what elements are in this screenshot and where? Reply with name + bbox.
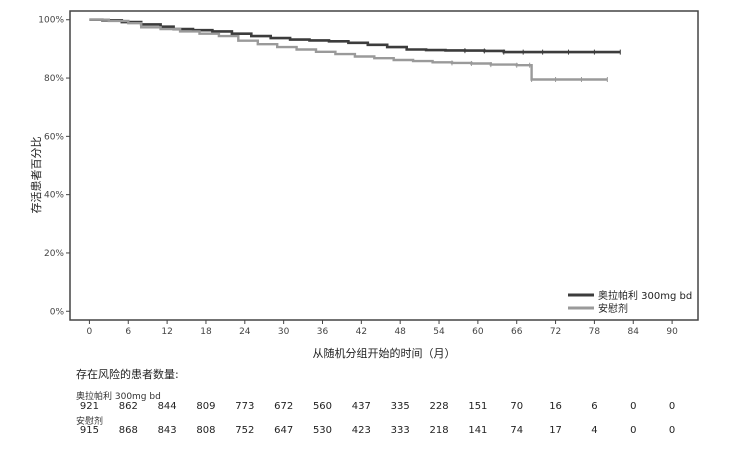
- x-tick-label: 6: [125, 327, 131, 337]
- series-line-placebo: [89, 18, 608, 81]
- x-tick-label: 0: [87, 327, 93, 337]
- risk-count: 921: [79, 401, 99, 412]
- x-axis-title: 从随机分组开始的时间（月）: [313, 346, 456, 360]
- series-layer: [89, 18, 621, 83]
- plot-frame: [69, 10, 699, 321]
- risk-count: 423: [351, 425, 371, 436]
- risk-count: 17: [549, 425, 562, 436]
- y-tick-label: 20%: [44, 249, 64, 259]
- risk-count: 0: [630, 425, 637, 436]
- risk-count: 862: [118, 401, 138, 412]
- y-axis: 0% 20% 40% 60% 80% 100%: [38, 16, 70, 317]
- risk-count: 868: [118, 425, 138, 436]
- x-tick-label: 84: [628, 327, 640, 337]
- risk-count: 0: [668, 401, 676, 412]
- risk-count: 0: [668, 425, 676, 436]
- risk-count: 915: [79, 425, 99, 436]
- y-tick-label: 40%: [44, 191, 64, 201]
- x-tick-label: 60: [472, 327, 484, 337]
- y-tick-label: 0%: [50, 307, 65, 317]
- risk-table-title: 存在风险的患者数量:: [76, 368, 179, 381]
- risk-count: 218: [429, 425, 449, 436]
- legend-label: 奥拉帕利 300mg bd: [598, 289, 692, 302]
- risk-count: 752: [235, 425, 255, 436]
- risk-count: 808: [196, 425, 216, 436]
- x-tick-label: 54: [433, 327, 445, 337]
- risk-count: 560: [312, 401, 333, 412]
- x-tick-label: 90: [666, 327, 678, 337]
- risk-count: 70: [510, 401, 524, 412]
- risk-count: 6: [591, 401, 598, 412]
- x-tick-label: 12: [161, 327, 172, 337]
- x-tick-label: 72: [550, 327, 561, 337]
- y-axis-title: 存活患者百分比: [29, 137, 43, 214]
- y-tick-label: 80%: [44, 74, 64, 84]
- x-tick-label: 24: [239, 327, 251, 337]
- y-tick-label: 100%: [38, 16, 64, 26]
- risk-count: 0: [630, 401, 637, 412]
- risk-count: 333: [390, 425, 410, 436]
- risk-count: 335: [390, 401, 410, 412]
- risk-group-name: 奥拉帕利 300mg bd: [76, 392, 161, 402]
- risk-count: 672: [274, 401, 294, 412]
- risk-count: 141: [468, 425, 488, 436]
- risk-count: 228: [429, 401, 449, 412]
- risk-count: 74: [510, 425, 524, 436]
- risk-count: 809: [196, 401, 216, 412]
- risk-group-name: 安慰剂: [76, 417, 104, 427]
- x-tick-label: 66: [511, 327, 523, 337]
- x-tick-label: 48: [394, 327, 406, 337]
- x-tick-label: 42: [356, 327, 367, 337]
- risk-count: 151: [468, 401, 488, 412]
- x-tick-label: 30: [278, 327, 290, 337]
- legend-label: 安慰剂: [598, 302, 628, 315]
- series-line-olaparib: [89, 18, 621, 54]
- y-tick-label: 60%: [44, 132, 64, 142]
- risk-count: 647: [274, 425, 294, 436]
- risk-count: 4: [591, 425, 598, 436]
- risk-count: 773: [235, 401, 255, 412]
- risk-count: 844: [157, 401, 177, 412]
- risk-count: 16: [549, 401, 562, 412]
- x-axis: 0 6 12 18 24 30 36 42 48 54 60 66 72 78 84 90: [87, 320, 678, 337]
- x-tick-label: 78: [589, 327, 601, 337]
- risk-count: 437: [351, 401, 371, 412]
- x-tick-label: 36: [317, 327, 329, 337]
- x-tick-label: 18: [200, 327, 212, 337]
- risk-count: 530: [312, 425, 333, 436]
- risk-count: 843: [157, 425, 177, 436]
